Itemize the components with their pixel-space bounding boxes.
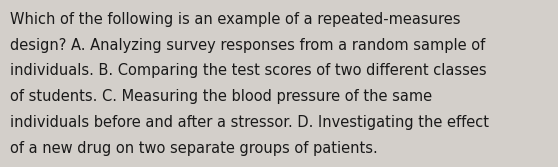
Text: individuals. B. Comparing the test scores of two different classes: individuals. B. Comparing the test score… (10, 63, 487, 78)
Text: Which of the following is an example of a repeated-measures: Which of the following is an example of … (10, 12, 460, 27)
Text: of students. C. Measuring the blood pressure of the same: of students. C. Measuring the blood pres… (10, 89, 432, 104)
Text: of a new drug on two separate groups of patients.: of a new drug on two separate groups of … (10, 141, 378, 156)
Text: individuals before and after a stressor. D. Investigating the effect: individuals before and after a stressor.… (10, 115, 489, 130)
Text: design? A. Analyzing survey responses from a random sample of: design? A. Analyzing survey responses fr… (10, 38, 485, 53)
